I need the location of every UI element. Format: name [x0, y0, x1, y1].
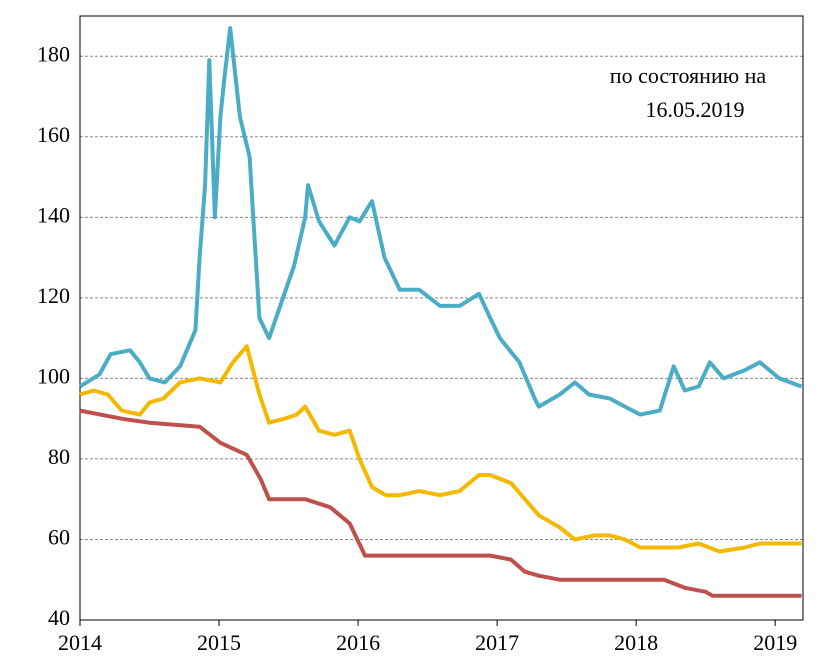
series-line — [79, 344, 802, 554]
x-tick-label: 2014 — [58, 630, 102, 655]
plot-frame — [79, 15, 804, 621]
y-tick-label: 140 — [37, 202, 70, 227]
y-tick-label: 180 — [37, 41, 70, 66]
y-tick-label: 100 — [37, 363, 70, 388]
series-line — [79, 408, 802, 598]
series-line — [78, 26, 803, 417]
x-tick-label: 2017 — [475, 630, 519, 655]
x-tick-label: 2015 — [197, 630, 241, 655]
y-tick-label: 60 — [48, 525, 70, 550]
y-tick-label: 160 — [37, 122, 70, 147]
y-tick-label: 120 — [37, 283, 70, 308]
x-tick-label: 2016 — [336, 630, 380, 655]
y-tick-label: 40 — [48, 605, 70, 630]
x-tick-label: 2018 — [614, 630, 658, 655]
annotation: по состоянию на — [610, 63, 767, 88]
x-tick-label: 2019 — [753, 630, 797, 655]
annotation: 16.05.2019 — [646, 97, 745, 122]
y-tick-label: 80 — [48, 444, 70, 469]
